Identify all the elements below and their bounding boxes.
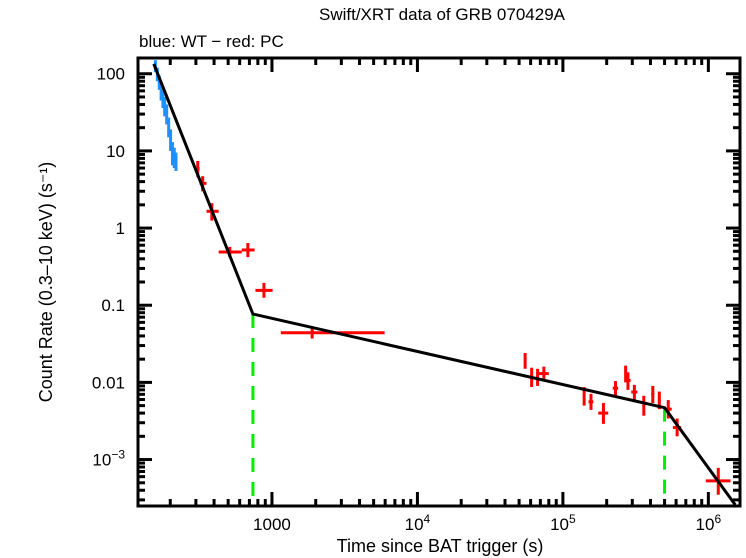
x-tick-label: 106 — [696, 512, 722, 534]
plot-frame — [136, 56, 742, 508]
x-tick-label: 1000 — [253, 515, 291, 534]
y-tick-label: 0.1 — [101, 296, 125, 315]
y-tick-label: 0.01 — [92, 373, 125, 392]
data-point-pc — [538, 366, 549, 381]
data-point-pc — [631, 384, 638, 400]
x-tick-label: 105 — [550, 512, 576, 534]
data-point-pc — [626, 372, 631, 390]
x-axis-label: Time since BAT trigger (s) — [337, 536, 544, 556]
data-point-wt — [169, 129, 173, 151]
y-tick-label: 100 — [97, 65, 125, 84]
series-pc — [195, 160, 731, 495]
y-axis-label: Count Rate (0.3–10 keV) (s⁻¹) — [36, 162, 56, 403]
data-point-pc — [255, 282, 273, 298]
chart-title: Swift/XRT data of GRB 070429A — [319, 5, 566, 24]
y-axis-ticks — [138, 72, 740, 502]
data-point-pc — [598, 403, 609, 424]
data-point-wt — [167, 117, 171, 138]
plot-area — [152, 60, 737, 506]
model-fit-line — [152, 63, 737, 506]
data-point-pc — [624, 365, 628, 383]
y-tick-label: 1 — [116, 219, 125, 238]
data-point-pc — [651, 385, 655, 404]
x-axis-ticks — [168, 58, 710, 506]
series-wt — [153, 60, 178, 171]
chart-subtitle: blue: WT − red: PC — [139, 32, 284, 51]
data-point-pc — [241, 243, 255, 258]
data-point-pc — [523, 353, 527, 369]
data-point-pc — [612, 381, 619, 396]
x-axis-tick-labels: 1000 104 105 106 — [253, 512, 721, 534]
data-point-pc — [588, 393, 594, 410]
y-tick-label: 10−3 — [92, 448, 125, 470]
x-tick-label: 104 — [405, 512, 431, 534]
y-tick-label: 10 — [106, 142, 125, 161]
data-point-wt — [174, 152, 178, 171]
y-axis-tick-labels: 100 10 1 0.1 0.01 10−3 — [92, 65, 125, 470]
data-point-wt — [165, 104, 169, 125]
data-point-pc — [642, 395, 646, 416]
